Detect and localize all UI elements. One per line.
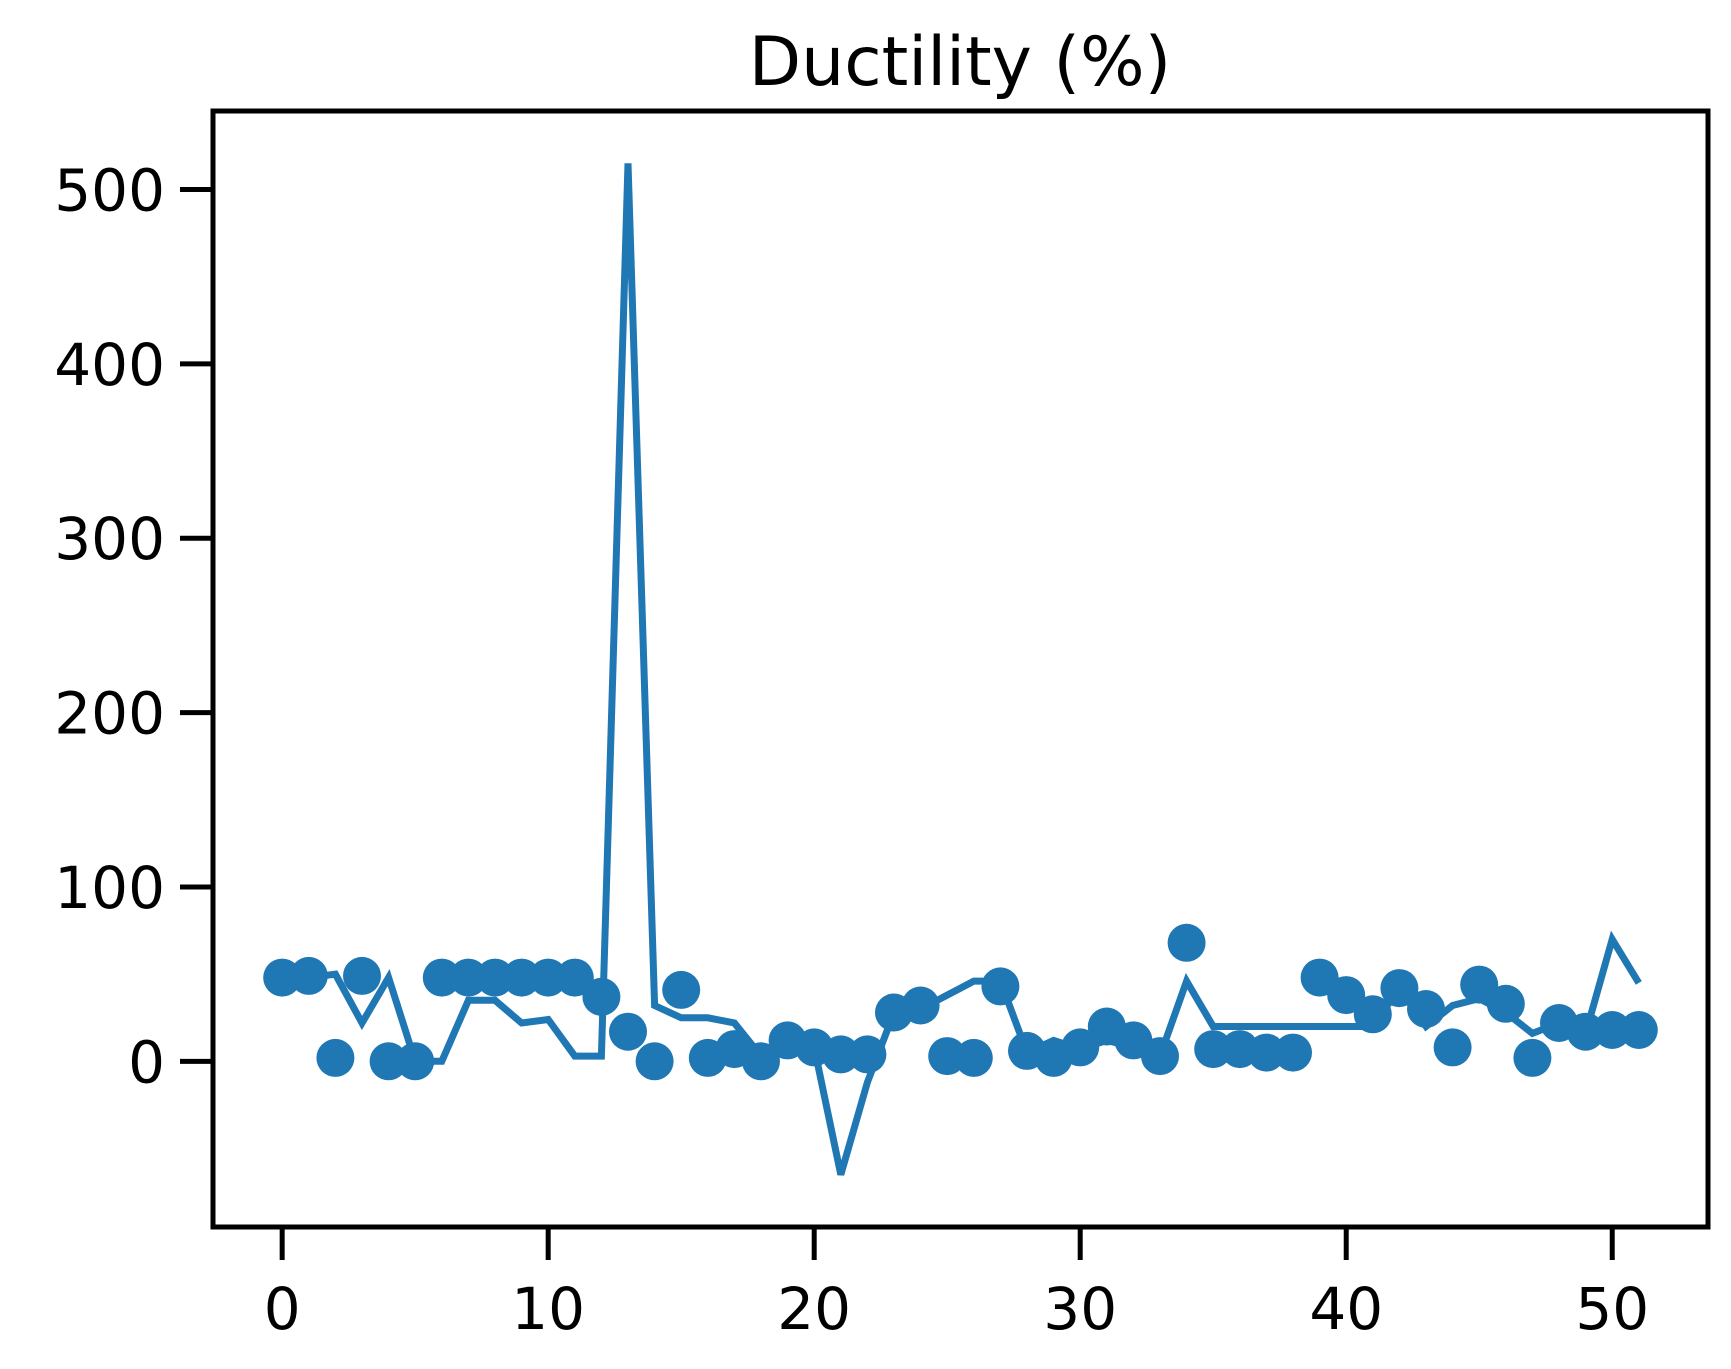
scatter-point [1327, 976, 1366, 1015]
scatter-point [742, 1042, 780, 1081]
scatter-point [476, 958, 514, 997]
scatter-point [1486, 984, 1525, 1023]
scatter-point [821, 1035, 860, 1074]
scatter-point [1433, 1028, 1472, 1067]
scatter-point [609, 1012, 647, 1051]
y-tick-label: 300 [54, 505, 165, 573]
scatter-point [1407, 990, 1445, 1028]
x-tick-label: 0 [264, 1275, 301, 1343]
x-tick-label: 50 [1575, 1275, 1649, 1343]
x-tick-label: 20 [777, 1275, 851, 1343]
scatter-point [316, 1038, 355, 1077]
scatter-point [662, 970, 701, 1009]
scatter-point [1061, 1028, 1100, 1067]
x-tick-label: 40 [1309, 1275, 1383, 1343]
scatter-point [1167, 923, 1206, 962]
plot-frame [210, 108, 1711, 1230]
scatter-point [1380, 969, 1419, 1008]
scatter-point [1274, 1033, 1312, 1072]
scatter-point [1593, 1011, 1632, 1049]
chart-title: Ductility (%) [749, 23, 1171, 102]
x-tick-label: 30 [1043, 1275, 1117, 1343]
scatter-point [1194, 1030, 1233, 1069]
scatter-point [1247, 1033, 1286, 1072]
scatter-point [502, 958, 541, 997]
scatter-point [981, 967, 1020, 1006]
scatter-point [1141, 1037, 1179, 1076]
y-tick-label: 400 [54, 331, 165, 399]
scatter-point [635, 1042, 674, 1081]
y-tick-label: 0 [128, 1028, 165, 1096]
scatter-point [848, 1035, 887, 1074]
scatter-point [901, 986, 940, 1025]
scatter-point [529, 958, 568, 997]
scatter-point [1460, 965, 1499, 1004]
scatter-point [1513, 1038, 1552, 1077]
scatter-point [422, 958, 461, 997]
x-tick-label: 10 [511, 1275, 585, 1343]
y-tick-label: 100 [54, 854, 165, 922]
scatter-point [343, 956, 381, 995]
scatter-point [1353, 995, 1392, 1034]
scatter-point [954, 1038, 993, 1077]
scatter-point [1619, 1011, 1658, 1049]
plot-marks [263, 163, 1658, 1176]
scatter-point [396, 1042, 435, 1081]
y-tick-label: 200 [54, 680, 165, 748]
scatter-point [289, 956, 328, 995]
scatter-point [449, 958, 488, 997]
scatter-point [555, 958, 594, 997]
y-tick-label: 500 [54, 156, 165, 224]
scatter-point [369, 1042, 408, 1081]
scatter-point [582, 977, 621, 1016]
